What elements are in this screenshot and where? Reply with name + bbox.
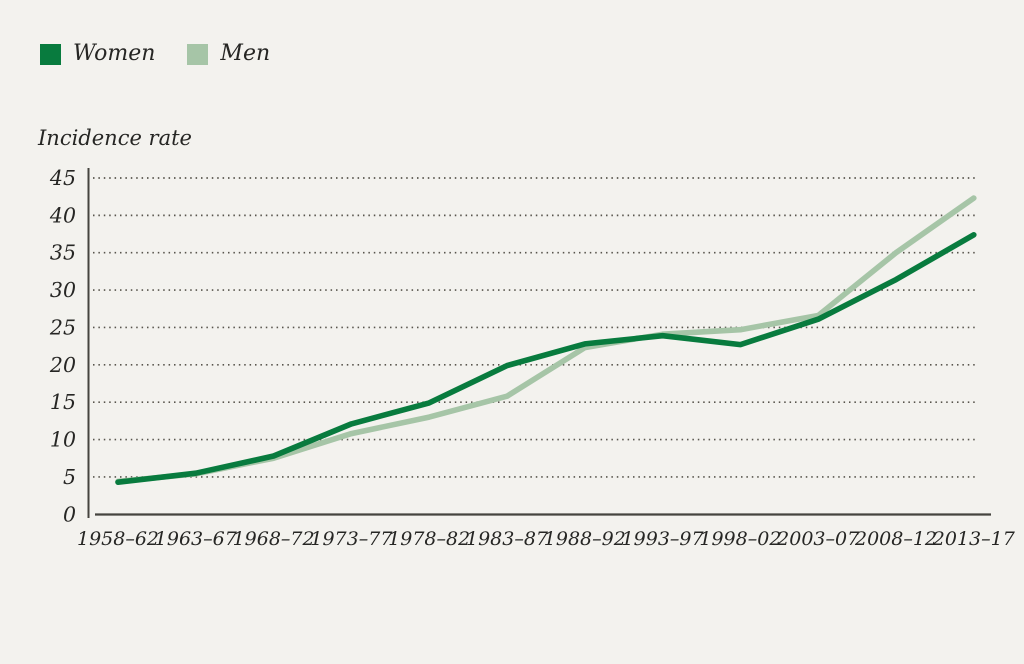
x-tick-label-10: 2003–07 <box>776 528 860 550</box>
legend-label-men: Men <box>220 41 271 66</box>
y-tick-label-25: 25 <box>49 315 76 339</box>
legend-item-men: Men <box>187 43 270 65</box>
y-tick-label-40: 40 <box>49 203 76 227</box>
y-tick-label-10: 10 <box>50 428 76 452</box>
x-tick-label-9: 1998–02 <box>699 528 781 550</box>
x-tick-label-8: 1993–97 <box>622 528 705 550</box>
legend-item-women: Women <box>40 43 155 65</box>
y-tick-label-45: 45 <box>49 166 76 190</box>
x-tick-label-6: 1983–87 <box>466 528 549 550</box>
x-tick-label-5: 1978–82 <box>388 528 470 550</box>
women-color-swatch <box>40 43 61 65</box>
x-tick-label-12: 2013–17 <box>932 528 1016 550</box>
y-tick-label-0: 0 <box>63 502 76 526</box>
y-tick-label-20: 20 <box>49 353 76 377</box>
x-tick-label-4: 1973–77 <box>310 528 393 550</box>
series-line-women <box>115 232 977 486</box>
x-tick-label-3: 1968–72 <box>233 528 315 550</box>
x-tick-label-7: 1988–92 <box>544 528 626 550</box>
x-tick-label-2: 1963–67 <box>155 528 238 550</box>
y-tick-label-5: 5 <box>63 465 76 489</box>
legend-label-women: Women <box>73 41 156 66</box>
x-tick-label-1: 1958–62 <box>77 528 159 550</box>
y-tick-label-30: 30 <box>50 278 76 302</box>
legend: Women Men <box>40 43 270 65</box>
x-tick-label-11: 2008–12 <box>854 528 937 550</box>
men-color-swatch <box>187 43 209 65</box>
y-tick-label-15: 15 <box>50 390 76 414</box>
y-axis-title: Incidence rate <box>38 126 192 150</box>
y-tick-label-35: 35 <box>50 241 76 265</box>
series-line-men <box>115 195 977 485</box>
